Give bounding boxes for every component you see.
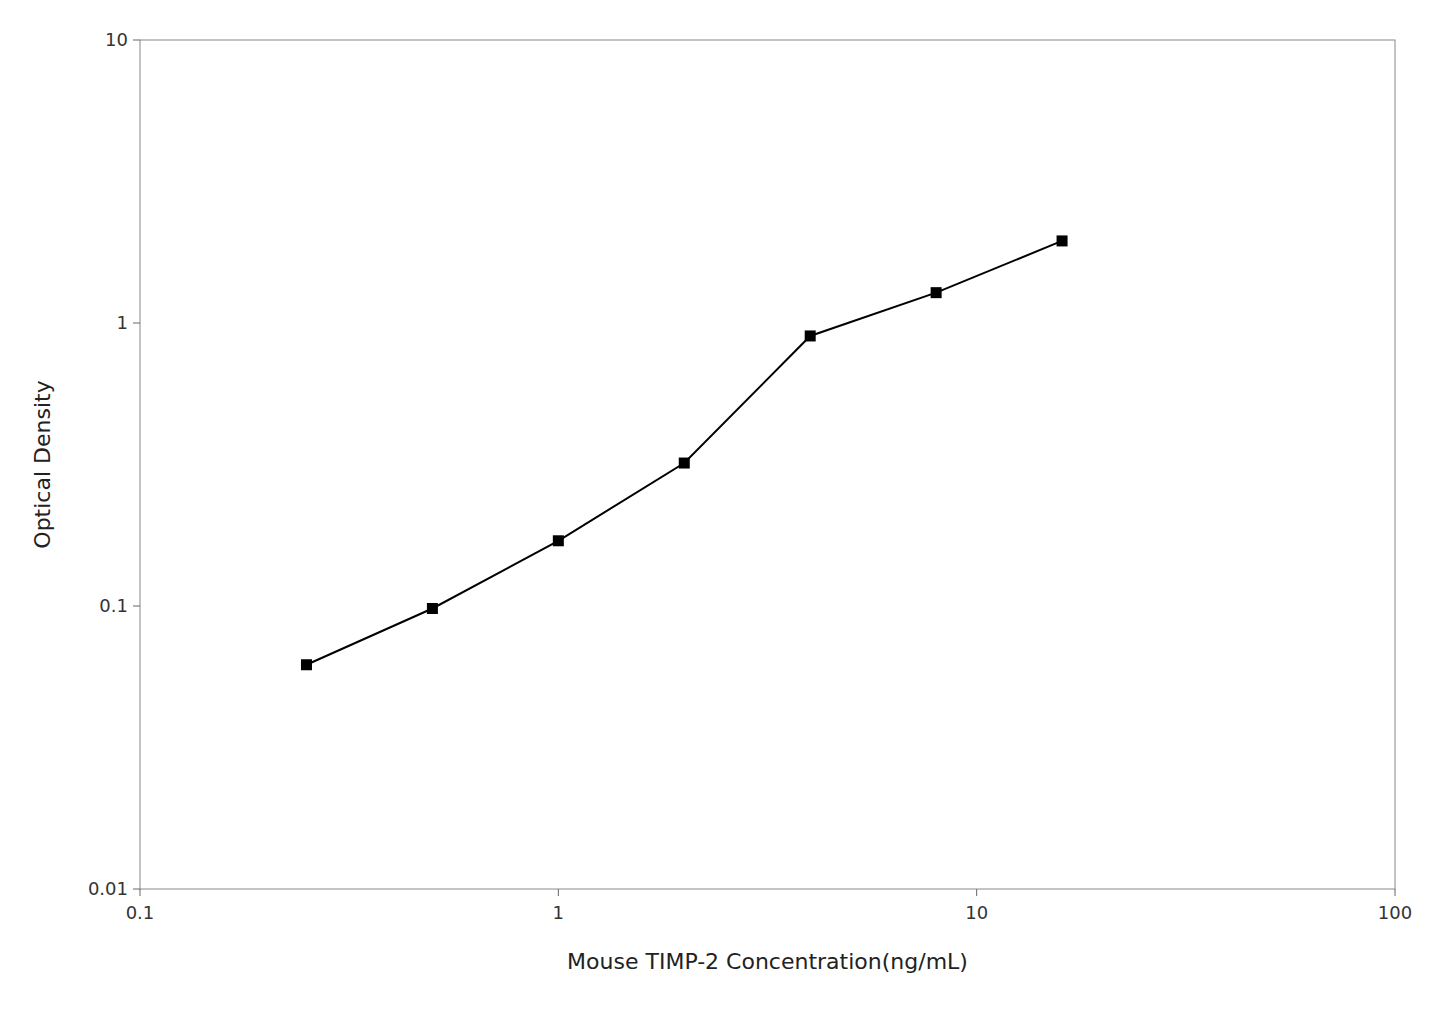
data-line [306,241,1062,665]
data-point [427,603,438,614]
chart-svg: 0.1 1 10 100 0.01 0.1 1 10 Mouse TIMP-2 Concentr… [0,0,1445,1009]
x-axis-label: Mouse TIMP-2 Concentration(ng/mL) [567,949,968,974]
data-point [805,330,816,341]
x-tick-label: 1 [553,902,564,923]
data-point [301,659,312,670]
x-tick [140,889,141,896]
y-tick-label: 0.1 [99,595,128,616]
plot-frame [140,40,1395,889]
y-tick-label: 1 [117,312,128,333]
y-tick-label: 0.01 [88,878,128,899]
y-tick-label: 10 [105,29,128,50]
y-tick [133,40,140,41]
data-point [679,458,690,469]
y-tick [133,323,140,324]
y-axis-label: Optical Density [30,380,55,548]
x-tick-label: 0.1 [126,902,155,923]
x-tick-label: 10 [965,902,988,923]
x-axis: 0.1 1 10 100 [126,889,1413,923]
data-point [553,535,564,546]
x-tick-label: 100 [1378,902,1412,923]
y-axis: 0.01 0.1 1 10 [88,29,140,899]
y-tick [133,889,140,890]
y-tick [133,606,140,607]
data-point [931,287,942,298]
x-tick [976,889,977,896]
x-tick [558,889,559,896]
x-tick [1395,889,1396,896]
data-point [1057,235,1068,246]
chart-container: 0.1 1 10 100 0.01 0.1 1 10 Mouse TIMP-2 Concentr… [0,0,1445,1009]
plot-area [301,235,1068,670]
